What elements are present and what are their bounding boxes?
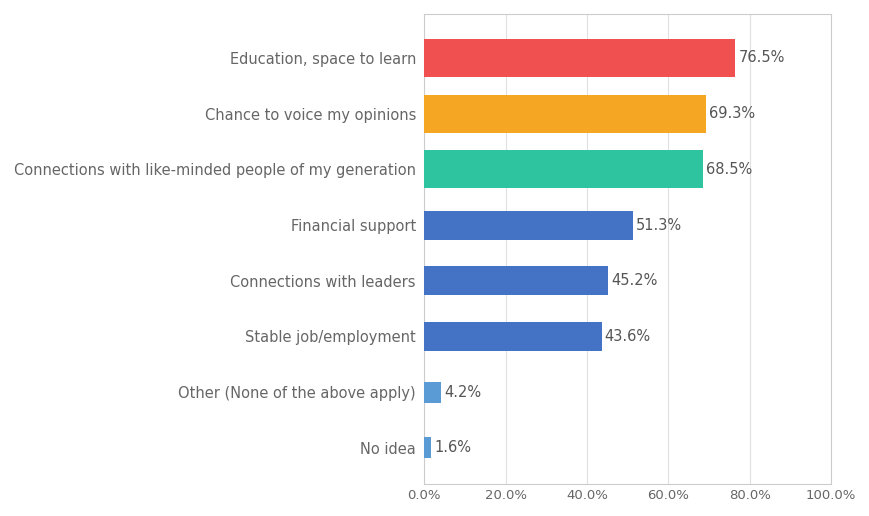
Bar [424,322,600,351]
Text: 4.2%: 4.2% [444,384,481,399]
Text: 69.3%: 69.3% [708,106,754,121]
Bar [424,381,441,402]
Text: 43.6%: 43.6% [604,329,650,344]
Bar [424,39,734,77]
Text: 68.5%: 68.5% [706,162,752,177]
Bar [424,95,706,133]
Bar [424,437,430,458]
Bar [424,211,632,239]
Text: 1.6%: 1.6% [434,440,470,455]
Bar [424,151,702,188]
Bar [424,266,607,295]
Text: 51.3%: 51.3% [635,218,681,233]
Text: 76.5%: 76.5% [738,51,784,66]
Text: 45.2%: 45.2% [611,273,657,288]
